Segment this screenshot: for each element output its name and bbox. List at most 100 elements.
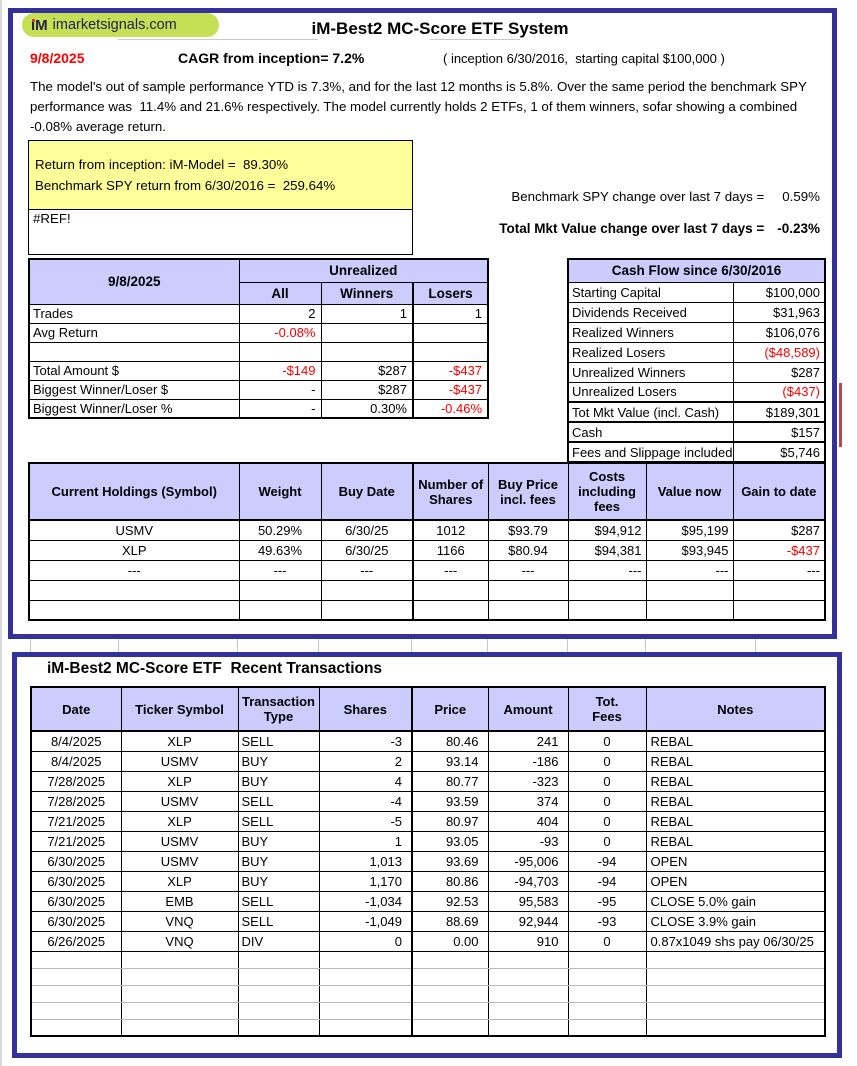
cell-type: BUY	[237, 830, 320, 852]
table-row: USMV 50.29% 6/30/25 1012 $93.79 $94,912 …	[28, 519, 826, 541]
mkt-change-value: -0.23%	[777, 221, 820, 236]
cell-empty	[30, 984, 122, 1003]
cell-type: SELL	[237, 910, 320, 932]
cell-date: 6/26/2025	[30, 930, 122, 952]
transaction-row: 6/30/2025 EMB SELL -1,034 92.53 95,583 -…	[30, 890, 826, 912]
gridline-tick	[118, 639, 119, 652]
cell-amount: 910	[487, 930, 569, 952]
gridline-tick	[755, 639, 756, 652]
cagr-line: CAGR from inception= 7.2%	[178, 50, 365, 66]
cell-shares: -1,034	[318, 890, 413, 912]
table-row: Biggest Winner/Loser % - 0.30% -0.46%	[28, 398, 489, 419]
cell-amount: -95,006	[487, 850, 569, 872]
cell-symbol: XLP	[28, 539, 240, 561]
logo-domain: imarketsignals.com	[52, 17, 177, 33]
cell-weight: 49.63%	[238, 539, 322, 561]
cell-gain	[732, 579, 826, 601]
cell-empty	[120, 967, 239, 986]
cell-fees: 0	[567, 830, 647, 852]
cell-fees: 0	[567, 810, 647, 832]
logo-monogram: iM	[31, 16, 48, 34]
cell-winners: $287	[320, 379, 414, 400]
table-row	[28, 579, 826, 601]
cell-type: BUY	[237, 770, 320, 792]
cell-fees: -94	[567, 870, 647, 892]
cell-price: 80.46	[411, 730, 489, 752]
cell-notes: REBAL	[645, 750, 826, 772]
cell-price: 0.00	[411, 930, 489, 952]
cell-value: $157	[732, 421, 826, 443]
transaction-row: 8/4/2025 USMV BUY 2 93.14 -186 0 REBAL	[30, 750, 826, 772]
cell-empty	[30, 1001, 122, 1020]
holdings-header-costs: Costs including fees	[567, 462, 647, 521]
cell-winners	[320, 322, 414, 343]
cell-fees: -94	[567, 850, 647, 872]
cell-date: 8/4/2025	[30, 750, 122, 772]
empty-row	[30, 984, 826, 1003]
cell-date: 7/21/2025	[30, 830, 122, 852]
mkt-change-line: Total Mkt Value change over last 7 days …	[403, 221, 820, 236]
cell-costs	[567, 579, 647, 601]
cell-ticker: USMV	[120, 850, 239, 872]
cell-winners: 0.30%	[320, 398, 414, 419]
gridline-tick	[567, 639, 568, 652]
holdings-header-buy-date: Buy Date	[320, 462, 414, 521]
cell-price: 93.14	[411, 750, 489, 772]
transaction-row: 8/4/2025 XLP SELL -3 80.46 241 0 REBAL	[30, 730, 826, 752]
cell-all: -0.08%	[238, 322, 322, 343]
cell-ticker: XLP	[120, 870, 239, 892]
cell-empty	[318, 967, 413, 986]
cell-fees: 0	[567, 770, 647, 792]
cell-fees: 0	[567, 930, 647, 952]
holdings-header-gain: Gain to date	[732, 462, 826, 521]
cell-buy-price: $80.94	[487, 539, 569, 561]
brand-logo[interactable]: iM imarketsignals.com	[22, 13, 219, 37]
cell-losers	[411, 341, 489, 362]
cell-shares: 1012	[412, 519, 489, 541]
spy-change-label: Benchmark SPY change over last 7 days =	[511, 189, 765, 204]
cell-notes: REBAL	[645, 770, 826, 792]
table-row: Avg Return -0.08%	[28, 322, 489, 343]
cell-notes: CLOSE 5.0% gain	[645, 890, 826, 912]
cell-losers	[411, 322, 489, 343]
cell-ticker: EMB	[120, 890, 239, 912]
gridline-tick	[318, 639, 319, 652]
table-row: Dividends Received $31,963	[567, 301, 826, 323]
table-row: Unrealized Losers ($437)	[567, 381, 826, 403]
cell-fees: -93	[567, 910, 647, 932]
cell-value: $189,301	[732, 401, 826, 423]
transactions-panel: iM-Best2 MC-Score ETF Recent Transaction…	[12, 652, 842, 1058]
cell-buy-price	[487, 579, 569, 601]
row-label: Realized Winners	[567, 321, 734, 343]
tx-header-amount: Amount	[487, 686, 569, 732]
cell-empty	[487, 1018, 569, 1037]
cell-losers: -0.46%	[411, 398, 489, 419]
cell-value: $287	[732, 361, 826, 383]
table-row: Cash $157	[567, 421, 826, 443]
cell-buy-price: $93.79	[487, 519, 569, 541]
returns-line-benchmark: Benchmark SPY return from 6/30/2016 = 25…	[35, 178, 336, 193]
cell-value-now: $93,945	[645, 539, 734, 561]
cell-value: ($437)	[732, 381, 826, 403]
row-label: Trades	[28, 303, 240, 324]
cell-empty	[120, 950, 239, 969]
row-label	[28, 341, 240, 362]
cell-type: BUY	[237, 850, 320, 872]
cell-losers: -$437	[411, 379, 489, 400]
tx-header-fees: Tot. Fees	[567, 686, 647, 732]
cell-price: 88.69	[411, 910, 489, 932]
table-row: --- --- --- --- --- --- --- ---	[28, 559, 826, 581]
tx-header-notes: Notes	[645, 686, 826, 732]
cell-date: 6/30/2025	[30, 870, 122, 892]
cell-value: $106,076	[732, 321, 826, 343]
cell-date: 7/28/2025	[30, 770, 122, 792]
table-row: Unrealized Winners $287	[567, 361, 826, 383]
cash-flow-table: Cash Flow since 6/30/2016 Starting Capit…	[567, 258, 826, 463]
cell-amount: 374	[487, 790, 569, 812]
cell-type: SELL	[237, 730, 320, 752]
transaction-row: 7/28/2025 XLP BUY 4 80.77 -323 0 REBAL	[30, 770, 826, 792]
cell-winners: 1	[320, 303, 414, 324]
table-row	[28, 341, 489, 362]
cell-symbol: ---	[28, 559, 240, 581]
tx-header-date: Date	[30, 686, 122, 732]
